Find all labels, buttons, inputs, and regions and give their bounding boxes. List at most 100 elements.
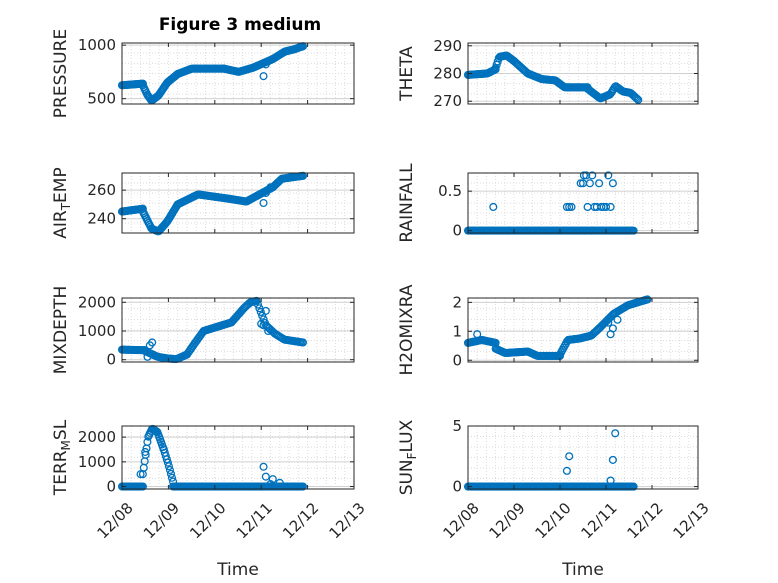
data-point [164,462,173,471]
data-point [579,171,588,180]
y-axis-label: SUNFLUX [397,419,419,495]
x-tick-label: 12/09 [485,499,528,542]
axes-frame [121,172,355,234]
data-point [143,352,152,361]
y-axis-label: H2OMIXRA [397,284,417,375]
data-point [606,476,615,485]
x-axis-label: Time [216,560,259,580]
axes-frame [467,172,699,234]
y-axis-label: AIRTEMP [51,167,73,238]
x-axis-label: Time [561,560,604,580]
data-point [256,307,265,317]
data-point [259,198,268,208]
y-tick-label: 1 [452,322,462,340]
data-point [608,455,617,464]
data-point [588,171,597,180]
y-tick-label: 500 [87,90,116,108]
data-point [259,462,268,471]
y-tick-label: 0 [452,222,462,240]
data-point [143,437,152,447]
y-tick-label: 0 [106,351,116,369]
y-tick-label: 0.5 [438,182,462,200]
data-point [163,458,172,467]
data-point [261,60,270,69]
data-point [611,429,620,438]
y-tick-label: 5 [452,417,462,435]
y-tick-label: 1000 [78,453,116,471]
x-tick-label: 12/13 [669,499,712,542]
data-point [597,202,606,212]
y-axis-label: RAINFALL [397,163,417,243]
subplot-4: 0 0.5 RAINFALL [397,163,699,243]
y-tick-label: 240 [87,210,116,228]
y-tick-label: 270 [433,92,462,110]
data-point [138,482,147,491]
subplot-7: 0 1000 2000 12/08 12/09 12/10 12/11 12/12 12/13 T… [51,419,369,580]
x-tick-label: 12/11 [233,499,276,542]
data-point [148,338,157,347]
subplot-8: 0 5 12/08 12/09 12/10 12/11 12/12 12/13 SUNFLUX T… [397,417,713,580]
data-point [253,300,263,309]
data-point [567,202,576,212]
data-point [165,466,175,475]
data-point [632,94,642,103]
data-point [587,226,596,235]
data-point [581,226,590,235]
data-point [298,482,308,491]
axes-frame [121,297,355,363]
x-tick-label: 12/09 [140,499,183,542]
data-point [167,473,177,482]
y-tick-label: 260 [87,181,116,199]
data-point [259,315,268,324]
data-point [259,72,268,81]
data-point [266,480,275,489]
data-point [252,296,261,305]
data-point [266,183,275,192]
data-point [298,338,308,347]
subplot-5: 0 1000 2000 MIXDEPTH [51,286,355,375]
data-point [255,304,264,313]
y-axis-label: PRESSURE [51,29,71,118]
data-point [275,478,284,487]
data-point [604,318,613,327]
x-tick-label: 12/08 [93,499,136,542]
data-point [489,202,498,212]
data-point [601,202,611,212]
data-point [608,179,617,188]
data-point [473,330,482,339]
y-tick-label: 0 [452,478,462,496]
data-point [141,447,150,456]
axes-background [122,298,354,362]
y-tick-label: 1000 [78,322,116,340]
data-point [562,202,571,212]
subplot-3: 240 260 AIRTEMP [51,167,355,239]
data-point [604,171,613,180]
x-tick-label: 12/12 [623,499,666,542]
y-tick-label: 280 [433,65,462,83]
data-point [606,202,615,212]
x-tick-label: 12/13 [325,499,368,542]
subplot-1: 500 1000 PRESSURE [51,29,355,118]
data-point [582,171,591,180]
y-tick-label: 2 [452,293,462,311]
data-point [261,306,270,315]
data-point [166,469,176,478]
axes-frame [467,425,699,490]
x-tick-label: 12/12 [279,499,322,542]
data-point [268,475,277,484]
data-point [643,295,652,304]
data-point [257,319,266,328]
subplot-6: 0 1 2 H2OMIXRA [397,284,699,376]
axes-frame [121,42,355,105]
y-axis-label: MIXDEPTH [51,286,71,375]
y-tick-label: 0 [106,478,116,496]
y-tick-label: 2000 [78,293,116,311]
data-point [261,472,270,481]
axes-frame [121,425,355,490]
y-axis-label: TERRMSL [51,419,73,496]
data-point [565,452,574,461]
data-point [613,315,622,324]
x-tick-label: 12/10 [531,499,574,542]
data-point [264,326,273,336]
